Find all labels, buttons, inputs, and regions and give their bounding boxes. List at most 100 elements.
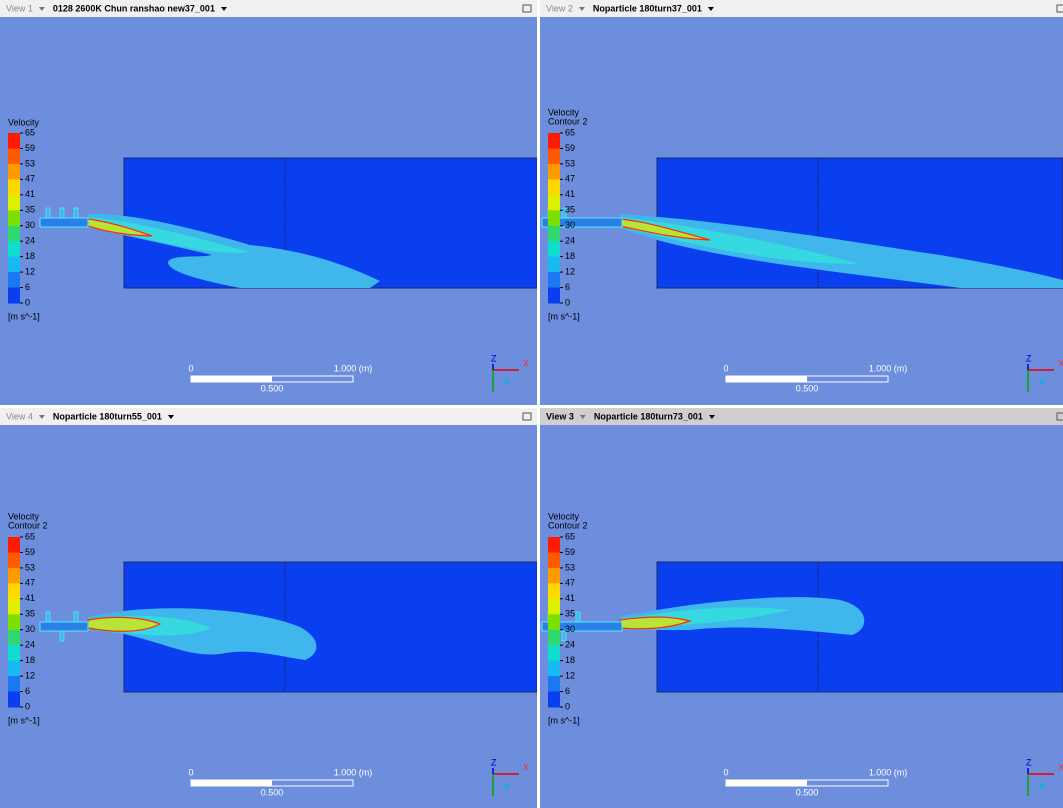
viewport[interactable]: View 2 Noparticle 180turn37_001 65 59 53 47 41… xyxy=(540,0,1063,405)
dropdown-arrow[interactable] xyxy=(220,7,227,11)
colorbar-label: 47 xyxy=(565,578,575,588)
nozzle xyxy=(39,621,89,632)
colorbar-band xyxy=(8,148,20,165)
dropdown-arrow[interactable] xyxy=(38,7,45,11)
nozzle-port xyxy=(59,630,65,642)
view-label: View 3 xyxy=(546,411,574,421)
viewport[interactable]: View 4 Noparticle 180turn55_001 65 59 53 47 41… xyxy=(0,408,537,808)
colorbar-band xyxy=(548,537,560,553)
colorbar-label: 18 xyxy=(565,251,575,261)
nozzle xyxy=(541,621,623,632)
scale-end: 1.000 (m) xyxy=(869,767,908,777)
nozzle-port xyxy=(561,630,567,642)
plume xyxy=(619,214,1063,288)
colorbar-label: 24 xyxy=(565,640,575,650)
scale-mid: 0.500 xyxy=(796,383,819,393)
maximize-button[interactable] xyxy=(1056,412,1063,421)
view-label: View 2 xyxy=(546,3,573,13)
maximize-button[interactable] xyxy=(522,4,532,13)
scale-start: 0 xyxy=(723,363,728,373)
view-title[interactable]: Noparticle 180turn55_001 xyxy=(53,411,162,421)
colorbar-label: 0 xyxy=(565,297,570,307)
colorbar-band xyxy=(8,179,20,196)
colorbar-band xyxy=(548,225,560,242)
colorbar-band xyxy=(8,645,20,662)
legend-unit: [m s^-1] xyxy=(8,311,40,321)
colorbar-band xyxy=(8,225,20,242)
nozzle-port xyxy=(59,207,65,219)
scale-bar-fill xyxy=(191,376,272,382)
plume-hot xyxy=(87,218,153,237)
plume-hot xyxy=(87,616,162,632)
colorbar-band xyxy=(8,676,20,693)
maximize-button[interactable] xyxy=(522,412,532,421)
colorbar-band xyxy=(8,163,20,180)
axis-z-label: Z xyxy=(1026,353,1032,363)
view-title[interactable]: Noparticle 180turn73_001 xyxy=(594,411,703,421)
plume-inner xyxy=(622,217,860,264)
plume-outer xyxy=(620,214,1063,288)
plume-core xyxy=(620,617,690,629)
maximize-button[interactable] xyxy=(1056,4,1063,13)
plume-hot xyxy=(619,616,693,630)
colorbar-label: 47 xyxy=(25,174,35,184)
dropdown-arrow[interactable] xyxy=(167,415,174,419)
colorbar-band xyxy=(548,163,560,180)
colorbar-band xyxy=(548,148,560,165)
colorbar-label: 35 xyxy=(25,205,35,215)
colorbar-band xyxy=(548,194,560,211)
colorbar-band xyxy=(8,537,20,553)
axis-origin xyxy=(1039,783,1045,789)
colorbar-label: 53 xyxy=(565,562,575,572)
colorbar-band xyxy=(548,691,560,708)
viewport[interactable]: View 1 0128 2600K Chun ranshao new37_001 6… xyxy=(0,0,537,405)
colorbar-label: 59 xyxy=(565,143,575,153)
legend-title: Velocity xyxy=(8,117,40,127)
colorbar-label: 59 xyxy=(565,547,575,557)
header-bar[interactable] xyxy=(540,408,1063,425)
colorbar-band xyxy=(8,598,20,615)
colorbar-band xyxy=(8,660,20,677)
nozzle-port xyxy=(561,207,567,219)
scale-start: 0 xyxy=(723,767,728,777)
scale-bar-fill xyxy=(191,780,272,786)
plume xyxy=(619,597,865,635)
colorbar-band xyxy=(548,133,560,149)
scale-end: 1.000 (m) xyxy=(334,363,373,373)
header-bar[interactable] xyxy=(0,0,537,17)
colorbar-label: 59 xyxy=(25,143,35,153)
scale-mid: 0.500 xyxy=(261,787,284,797)
legend-subtitle: Contour 2 xyxy=(548,116,588,126)
axis-x-label: X xyxy=(1058,358,1063,368)
axis-x-label: X xyxy=(1058,762,1063,772)
dropdown-arrow[interactable] xyxy=(579,415,586,419)
plume xyxy=(87,608,317,660)
dropdown-arrow[interactable] xyxy=(707,7,714,11)
view-title[interactable]: Noparticle 180turn37_001 xyxy=(593,3,702,13)
colorbar-label: 18 xyxy=(25,655,35,665)
colorbar-band xyxy=(548,256,560,273)
colorbar-band xyxy=(8,256,20,273)
colorbar-band xyxy=(548,583,560,600)
colorbar-band xyxy=(8,272,20,289)
dropdown-arrow[interactable] xyxy=(38,415,45,419)
header-bar[interactable] xyxy=(0,408,537,425)
dropdown-arrow[interactable] xyxy=(578,7,585,11)
colorbar-label: 0 xyxy=(565,701,570,711)
colorbar-band xyxy=(8,194,20,211)
colorbar-label: 59 xyxy=(25,547,35,557)
colorbar-band xyxy=(8,629,20,646)
axis-origin xyxy=(504,783,510,789)
view-title[interactable]: 0128 2600K Chun ranshao new37_001 xyxy=(53,3,215,13)
nozzle-port xyxy=(575,611,581,623)
colorbar-band xyxy=(8,241,20,258)
colorbar-band xyxy=(548,660,560,677)
dropdown-arrow[interactable] xyxy=(708,415,715,419)
scale-mid: 0.500 xyxy=(796,787,819,797)
viewport[interactable]: View 3 Noparticle 180turn73_001 65 59 53 47 41… xyxy=(540,408,1063,808)
colorbar-label: 65 xyxy=(565,127,575,137)
colorbar-band xyxy=(548,567,560,584)
header-bar[interactable] xyxy=(540,0,1063,17)
scale-end: 1.000 (m) xyxy=(334,767,373,777)
